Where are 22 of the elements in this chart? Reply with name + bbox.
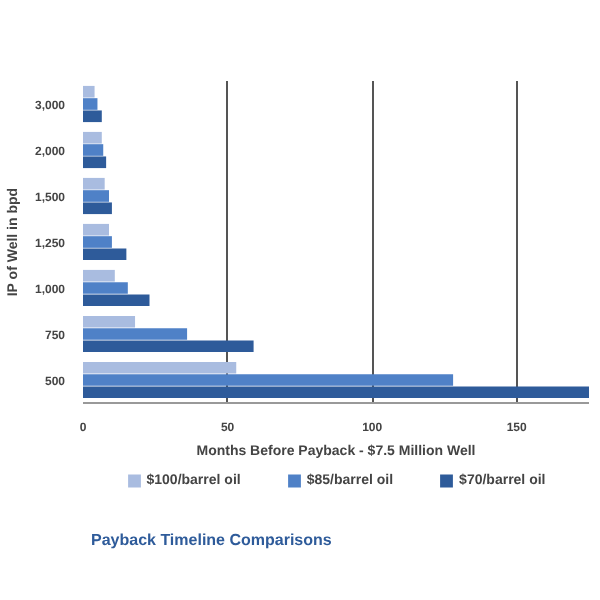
bar — [83, 190, 110, 202]
bar — [83, 315, 136, 328]
bar — [83, 269, 115, 282]
bar — [83, 202, 112, 215]
bar — [83, 340, 254, 353]
bar — [83, 223, 110, 236]
bar — [83, 110, 102, 123]
bar — [83, 177, 105, 190]
bar — [83, 386, 589, 399]
bar — [83, 282, 128, 294]
bar — [83, 294, 150, 307]
bar — [83, 236, 112, 248]
bar — [83, 361, 237, 374]
bar — [83, 131, 102, 144]
text: Payback Timeline Comparisons — [91, 531, 333, 549]
bar — [83, 248, 127, 261]
bar — [83, 374, 454, 386]
bar — [83, 98, 98, 110]
bar — [83, 328, 188, 340]
bar — [83, 85, 95, 98]
bar — [83, 144, 104, 156]
bar — [83, 156, 107, 169]
